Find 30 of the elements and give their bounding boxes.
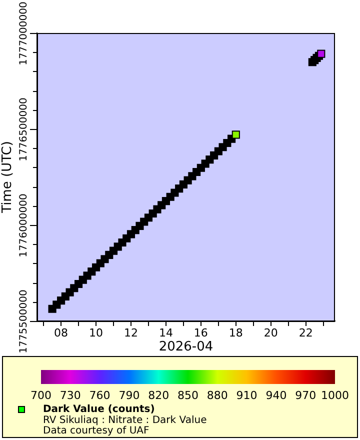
x-tick-label: 10 (89, 326, 104, 340)
color-bar-label: 700 (30, 389, 52, 402)
text: RV Sikuliaq : Nitrate : Dark Value (43, 415, 207, 426)
x-tick-label: 12 (124, 326, 138, 340)
point (317, 50, 326, 58)
x-tick-label: 20 (264, 326, 278, 340)
y-tick-label: 1775500000 (18, 290, 30, 354)
y-tick-label: 1776000000 (18, 194, 30, 258)
y-axis-title: Time (UTC) (0, 141, 16, 214)
point (232, 130, 240, 139)
x-tick-label: 14 (158, 326, 173, 340)
color-bar-label: 940 (266, 389, 287, 402)
color-bar-label: 760 (89, 389, 110, 402)
color-bar-label: 910 (236, 389, 258, 402)
x-axis-title: 2026-04 (158, 340, 214, 355)
color-bar-label: 820 (148, 389, 170, 402)
x-tick-label: 22 (298, 326, 313, 340)
text: Data courtesy of UAF (43, 426, 150, 436)
color-bar-label: 850 (178, 389, 198, 402)
color-bar-label: 730 (60, 389, 81, 402)
color-bar-title: Dark Value (counts) (43, 404, 155, 415)
x-tick-label: 08 (54, 326, 68, 340)
color-bar-label: 970 (295, 389, 316, 402)
y-tick-label: 1776500000 (18, 98, 30, 162)
color-bar-label: 1000 (321, 389, 349, 402)
x-tick-label: 16 (194, 326, 208, 340)
y-tick-label: 1777000000 (18, 2, 30, 66)
color-bar-label: 880 (206, 389, 228, 402)
x-tick-label: 18 (228, 326, 243, 340)
color-bar-label: 790 (118, 389, 140, 402)
